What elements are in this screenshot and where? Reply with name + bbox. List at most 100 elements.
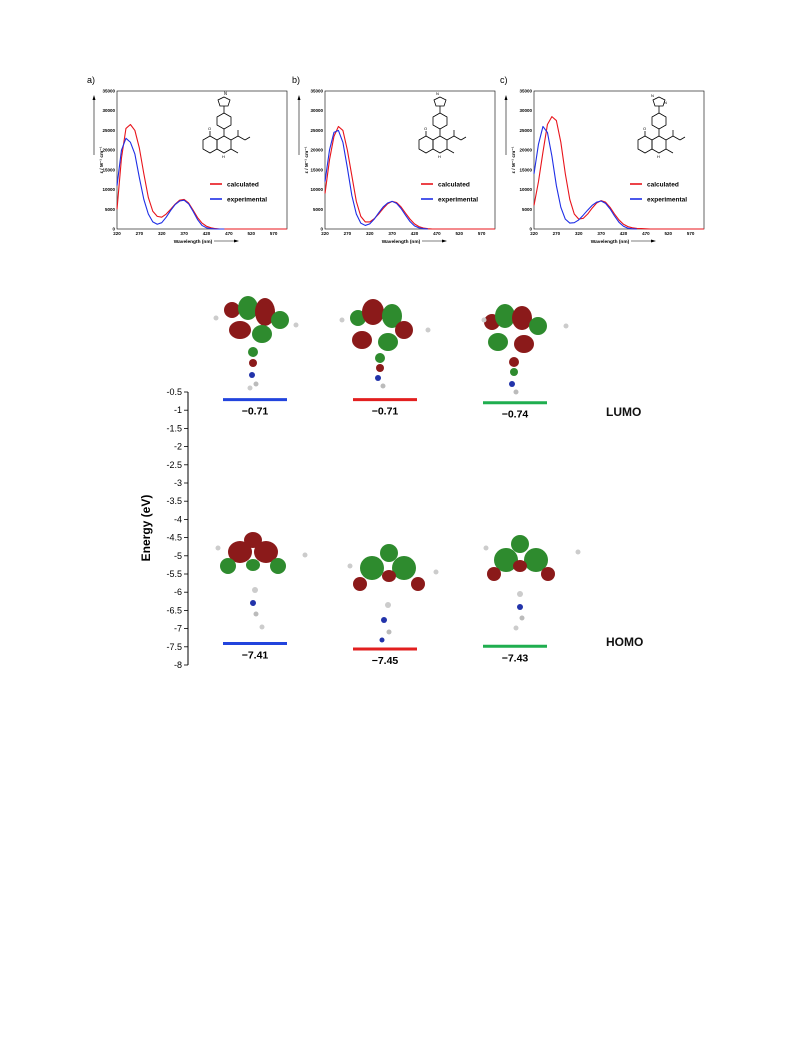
energy-tick-label: -6: [174, 587, 182, 597]
x-tick-label: 370: [388, 231, 396, 236]
lumo-orbital-image-2: [339, 299, 431, 389]
y-tick-label: 0: [112, 227, 115, 232]
y-tick-label: 5000: [522, 207, 533, 212]
y-tick-label: 10000: [102, 187, 115, 192]
energy-tick-label: -2.5: [166, 460, 182, 470]
energy-tick-label: -0.5: [166, 387, 182, 397]
energy-tick-label: -5: [174, 551, 182, 561]
x-tick-label: 220: [113, 231, 121, 236]
x-tick-label: 470: [225, 231, 233, 236]
y-tick-label: 5000: [105, 207, 116, 212]
x-tick-label: 370: [180, 231, 188, 236]
y-axis-label-b: ε / M⁻¹ cm⁻¹: [304, 146, 310, 173]
svg-text:H: H: [222, 154, 225, 159]
y-tick-label: 15000: [519, 167, 532, 172]
x-tick-label: 420: [620, 231, 628, 236]
x-tick-label: 270: [344, 231, 352, 236]
lumo-level-value-3: −0.74: [502, 409, 529, 421]
svg-text:N: N: [224, 91, 227, 96]
plot-frame-c: [533, 90, 705, 230]
x-tick-label: 320: [158, 231, 166, 236]
legend-label-calculated-a: calculated: [227, 182, 259, 189]
curves-b: [324, 125, 495, 230]
energy-levels: −0.71 −7.41 −0.71 −7.45 −0.74 −7.43: [223, 398, 547, 667]
homo-label: HOMO: [606, 635, 643, 649]
panel-label-b: b): [292, 75, 300, 85]
energy-tick-label: -4.5: [166, 533, 182, 543]
series-line-experimental-c: [533, 125, 637, 230]
svg-text:O: O: [208, 126, 211, 131]
svg-text:N: N: [664, 100, 667, 105]
svg-text:H: H: [438, 154, 441, 159]
plot-frame-a: [116, 90, 288, 230]
panel-label-a: a): [87, 75, 95, 85]
y-tick-label: 0: [529, 227, 532, 232]
x-ticks-a: 220 270 320 370 420 470 520 570: [113, 231, 278, 236]
x-tick-label: 570: [478, 231, 486, 236]
x-tick-label: 520: [664, 231, 672, 236]
orbital-energy-diagram: -0.5 -1 -1.5 -2 -2.5 -3 -3.5 -4 -4.5 -5 -5.5 -6 -6.5…: [139, 296, 643, 670]
x-tick-label: 370: [597, 231, 605, 236]
x-tick-label: 520: [455, 231, 463, 236]
lumo-orbital-image-3: [481, 304, 569, 395]
spectrum-panel-a: a) ε / M⁻¹ cm⁻¹ 0 5000 10000 15000 20000 2500…: [87, 75, 288, 245]
y-tick-label: 35000: [102, 89, 115, 94]
x-tick-label: 220: [321, 231, 329, 236]
svg-text:H: H: [657, 154, 660, 159]
svg-text:N: N: [651, 93, 654, 98]
homo-orbital-image-1: [215, 532, 308, 630]
energy-tick-label: -7: [174, 624, 182, 634]
y-tick-label: 35000: [310, 89, 323, 94]
x-tick-label: 470: [433, 231, 441, 236]
y-tick-label: 15000: [102, 167, 115, 172]
series-line-calculated-c: [533, 116, 704, 230]
homo-orbital-image-2: [347, 544, 439, 643]
homo-level-value-3: −7.43: [502, 652, 529, 664]
energy-tick-label: -7.5: [166, 642, 182, 652]
x-tick-label: 520: [247, 231, 255, 236]
y-axis-arrowhead-b: [297, 95, 301, 100]
energy-tick-label: -1.5: [166, 423, 182, 433]
lumo-level-value-1: −0.71: [242, 406, 269, 418]
energy-tick-label: -3.5: [166, 496, 182, 506]
x-ticks-b: 220 270 320 370 420 470 520 570: [321, 231, 486, 236]
lumo-orbital-image-1: [213, 296, 299, 391]
molecule-structure-c: N N O H: [637, 93, 686, 159]
svg-text:N: N: [436, 91, 439, 96]
energy-tick-label: -2: [174, 442, 182, 452]
y-ticks-b: 0 5000 10000 15000 20000 25000 30000 35000: [310, 89, 323, 232]
molecule-structure-a: N O H: [202, 91, 251, 159]
x-ticks-c: 220 270 320 370 420 470 520 570: [530, 231, 695, 236]
x-tick-label: 320: [366, 231, 374, 236]
x-axis-label-c: Wavelength (nm): [591, 239, 630, 245]
x-tick-label: 420: [203, 231, 211, 236]
y-ticks-c: 0 5000 10000 15000 20000 25000 30000 35000: [519, 89, 532, 232]
curves-a: [116, 123, 287, 230]
homo-orbital-image-3: [483, 535, 581, 631]
panel-label-c: c): [500, 75, 508, 85]
y-axis-arrowhead-a: [92, 95, 96, 100]
y-axis-label-c: ε / M⁻¹ cm⁻¹: [511, 146, 517, 173]
x-axis-label-a: Wavelength (nm): [174, 239, 213, 245]
svg-text:O: O: [424, 126, 427, 131]
legend-label-experimental-a: experimental: [227, 197, 267, 204]
energy-tick-label: -6.5: [166, 605, 182, 615]
y-tick-label: 25000: [519, 128, 532, 133]
y-axis-label-a: ε / M⁻¹ cm⁻¹: [99, 146, 105, 173]
series-line-calculated-a: [116, 123, 287, 230]
y-tick-label: 30000: [519, 108, 532, 113]
x-tick-label: 270: [553, 231, 561, 236]
energy-tick-label: -5.5: [166, 569, 182, 579]
series-line-calculated-b: [324, 125, 495, 230]
curves-c: [533, 116, 704, 230]
homo-level-value-2: −7.45: [372, 655, 399, 667]
molecule-structure-b: N O H: [418, 91, 467, 159]
y-tick-label: 20000: [519, 148, 532, 153]
x-axis-arrowhead-b: [442, 239, 447, 243]
y-ticks-a: 0 5000 10000 15000 20000 25000 30000 35000: [102, 89, 115, 232]
x-axis-arrowhead-c: [651, 239, 656, 243]
y-tick-label: 25000: [102, 128, 115, 133]
x-tick-label: 270: [136, 231, 144, 236]
legend-label-experimental-c: experimental: [647, 197, 687, 204]
